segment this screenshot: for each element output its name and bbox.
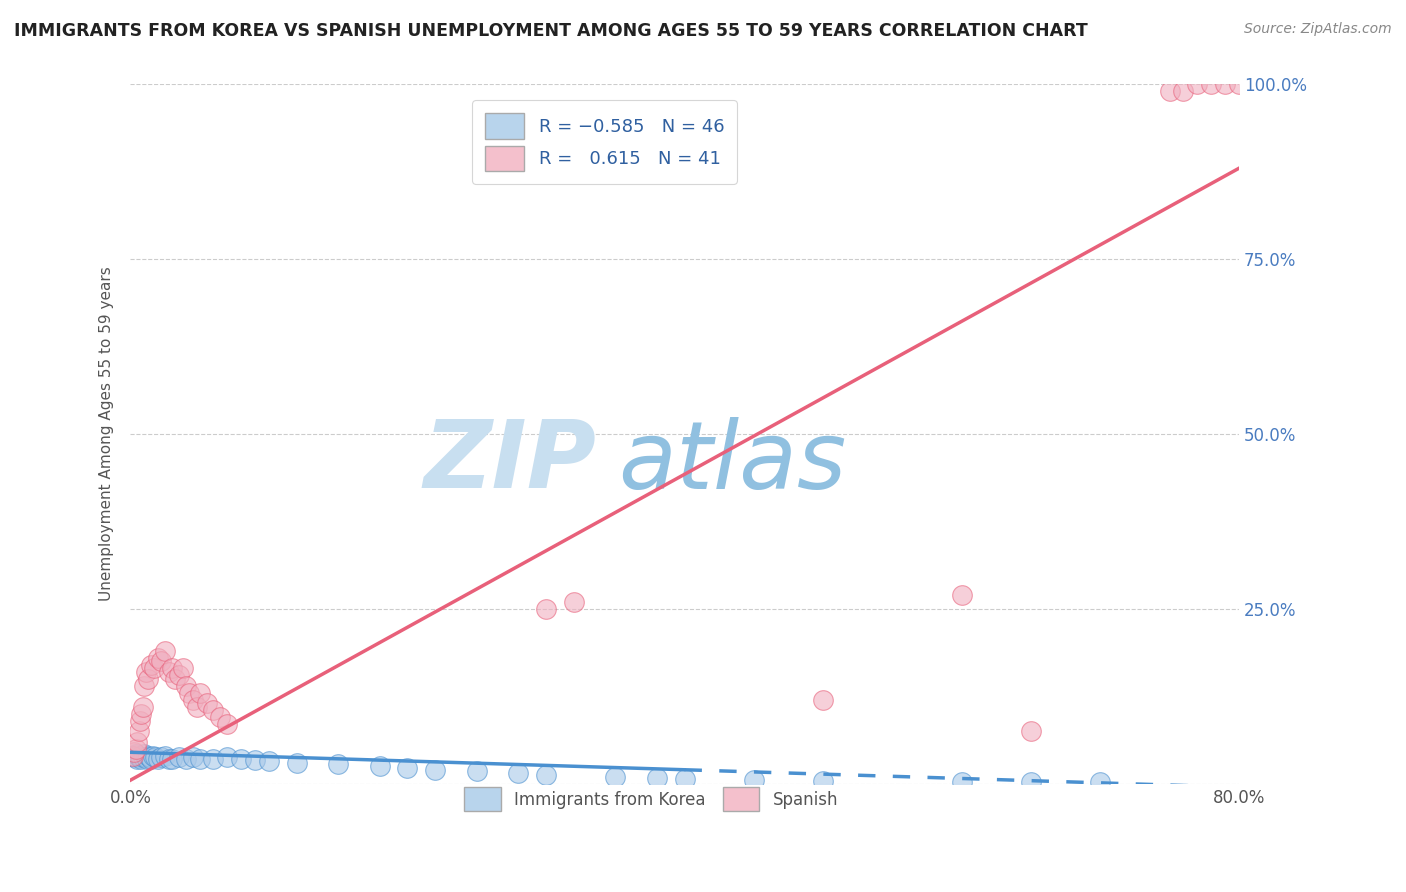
Point — [129, 748, 152, 763]
Point — [146, 651, 169, 665]
Point — [135, 750, 157, 764]
Point — [129, 714, 152, 728]
Point — [328, 757, 350, 772]
Point — [950, 588, 973, 602]
Point — [138, 672, 160, 686]
Point — [136, 752, 159, 766]
Text: ZIP: ZIP — [423, 416, 596, 508]
Point — [181, 750, 204, 764]
Point — [127, 735, 149, 749]
Point — [128, 724, 150, 739]
Point — [1187, 78, 1209, 92]
Point — [174, 679, 197, 693]
Point — [186, 699, 208, 714]
Point — [534, 767, 557, 781]
Point — [122, 748, 145, 763]
Point — [124, 745, 146, 759]
Point — [142, 661, 165, 675]
Point — [645, 771, 668, 785]
Point — [157, 665, 180, 679]
Point — [172, 661, 194, 675]
Point — [125, 741, 148, 756]
Point — [146, 752, 169, 766]
Point — [188, 686, 211, 700]
Point — [138, 748, 160, 763]
Point — [1213, 78, 1236, 92]
Point — [1090, 775, 1112, 789]
Point — [243, 753, 266, 767]
Point — [508, 766, 530, 780]
Point — [285, 756, 308, 770]
Point — [177, 686, 200, 700]
Point — [149, 750, 172, 764]
Text: atlas: atlas — [619, 417, 846, 508]
Point — [153, 644, 176, 658]
Point — [125, 747, 148, 762]
Point — [139, 751, 162, 765]
Point — [742, 773, 765, 788]
Point — [195, 696, 218, 710]
Legend: Immigrants from Korea, Spanish: Immigrants from Korea, Spanish — [451, 774, 852, 824]
Point — [1199, 78, 1222, 92]
Point — [217, 717, 239, 731]
Point — [124, 750, 146, 764]
Point — [132, 750, 155, 764]
Point — [188, 752, 211, 766]
Point — [217, 750, 239, 764]
Point — [1173, 85, 1195, 99]
Point — [257, 755, 280, 769]
Point — [143, 750, 166, 764]
Point — [132, 699, 155, 714]
Point — [122, 748, 145, 763]
Point — [673, 772, 696, 786]
Point — [131, 751, 153, 765]
Point — [396, 761, 419, 775]
Text: Source: ZipAtlas.com: Source: ZipAtlas.com — [1244, 22, 1392, 37]
Point — [163, 672, 186, 686]
Y-axis label: Unemployment Among Ages 55 to 59 years: Unemployment Among Ages 55 to 59 years — [100, 267, 114, 601]
Point — [127, 752, 149, 766]
Point — [465, 764, 488, 779]
Point — [209, 710, 232, 724]
Point — [134, 679, 156, 693]
Point — [423, 763, 446, 777]
Point — [153, 748, 176, 763]
Point — [160, 661, 183, 675]
Point — [202, 751, 225, 765]
Point — [141, 748, 163, 763]
Point — [562, 595, 585, 609]
Point — [231, 751, 253, 765]
Point — [181, 693, 204, 707]
Point — [950, 774, 973, 789]
Point — [605, 770, 627, 784]
Point — [157, 751, 180, 765]
Point — [1019, 775, 1042, 789]
Point — [138, 750, 160, 764]
Point — [1159, 85, 1181, 99]
Point — [174, 751, 197, 765]
Point — [1019, 724, 1042, 739]
Text: IMMIGRANTS FROM KOREA VS SPANISH UNEMPLOYMENT AMONG AGES 55 TO 59 YEARS CORRELAT: IMMIGRANTS FROM KOREA VS SPANISH UNEMPLO… — [14, 22, 1088, 40]
Point — [160, 752, 183, 766]
Point — [1227, 78, 1250, 92]
Point — [131, 706, 153, 721]
Point — [811, 773, 834, 788]
Point — [128, 750, 150, 764]
Point — [167, 750, 190, 764]
Point — [167, 668, 190, 682]
Point — [135, 665, 157, 679]
Point — [202, 703, 225, 717]
Point — [139, 657, 162, 672]
Point — [811, 693, 834, 707]
Point — [534, 602, 557, 616]
Point — [368, 759, 391, 773]
Point — [149, 654, 172, 668]
Point — [134, 747, 156, 762]
